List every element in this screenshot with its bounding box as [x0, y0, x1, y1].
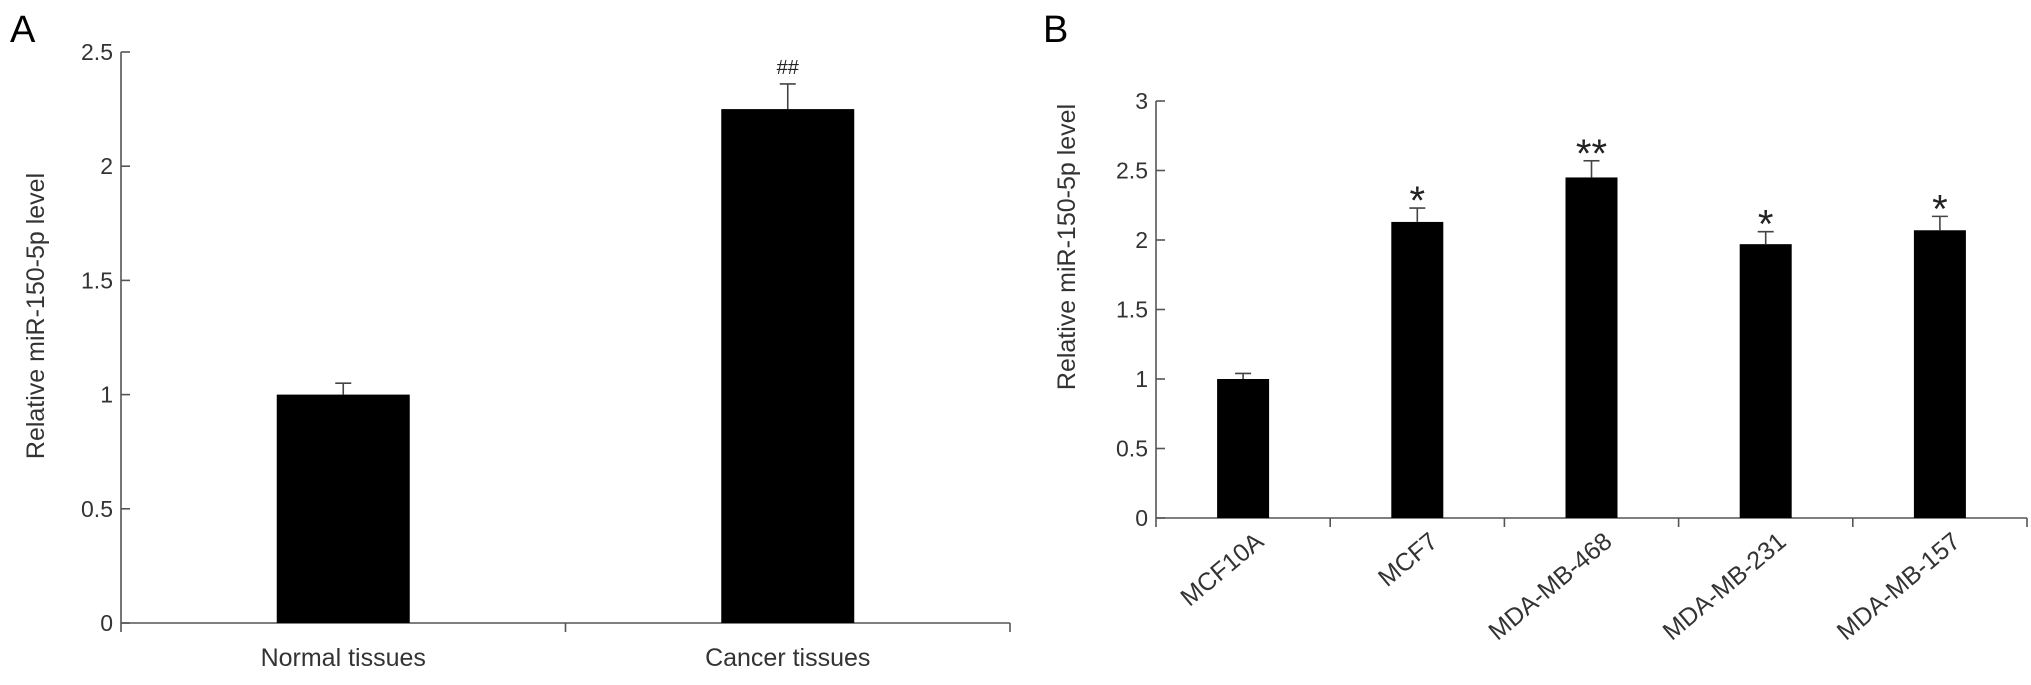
- panel-b-y-tick-label: 2.5: [1116, 158, 1148, 184]
- panel-b-y-tick-label: 3: [1135, 88, 1148, 114]
- panel-b-y-tick-label: 0.5: [1116, 436, 1148, 462]
- panel-a-bar: [276, 394, 410, 623]
- panel-b-y-axis-label: Relative miR-150-5p level: [1053, 104, 1081, 390]
- panel-b-category-label: MCF7: [1373, 527, 1443, 592]
- panel-b-chart: B Relative miR-150-5p level 0 0.5 1 1.5 2 2.5…: [1043, 9, 2028, 646]
- panel-b-bar: [1739, 244, 1792, 519]
- panel-b-y-tick-label: 0: [1135, 505, 1148, 531]
- panel-a-category-label: Cancer tissues: [705, 644, 870, 672]
- panel-b-category-label: MDA-MB-231: [1658, 527, 1792, 646]
- panel-b-bar: [1391, 221, 1444, 518]
- panel-a-significance-label: ##: [777, 57, 800, 79]
- panel-b-letter: B: [1043, 9, 1068, 51]
- panel-a-y-tick-label: 1.5: [81, 267, 113, 293]
- panel-b-y-tick-label: 1: [1135, 366, 1148, 392]
- panel-a-marks: Normal tissues ## Cancer tissues: [261, 57, 871, 672]
- panel-a-y-tick-label: 2: [100, 153, 113, 179]
- panel-b-bar: [1217, 379, 1270, 518]
- panel-b-category-label: MDA-MB-157: [1832, 527, 1966, 646]
- panel-b-category-label: MDA-MB-468: [1483, 527, 1617, 646]
- panel-a-axes: 0 0.5 1 1.5 2 2.5: [81, 39, 1011, 636]
- panel-a-y-tick-label: 0: [100, 610, 113, 636]
- panel-b-bar: [1565, 177, 1618, 518]
- panel-b-y-tick-label: 1.5: [1116, 297, 1148, 323]
- panel-b-category-label: MCF10A: [1175, 527, 1269, 612]
- panel-a-y-tick-label: 0.5: [81, 496, 113, 522]
- panel-a-letter: A: [10, 9, 36, 51]
- panel-b-significance-label: *: [1410, 179, 1426, 223]
- panel-b-y-tick-label: 2: [1135, 227, 1148, 253]
- panel-b-significance-label: **: [1576, 132, 1607, 176]
- panel-a-y-tick-label: 2.5: [81, 39, 113, 65]
- panel-b-marks: MCF10A * MCF7 ** MDA-MB-468 * MDA-MB-231 * MDA-M…: [1175, 132, 1966, 646]
- panel-a-bar: [721, 109, 855, 624]
- panel-a-y-axis-label: Relative miR-150-5p level: [22, 173, 50, 459]
- panel-a-category-label: Normal tissues: [261, 644, 426, 672]
- panel-a-chart: A Relative miR-150-5p level 0 0.5 1 1.5 2 2.5…: [10, 9, 1011, 672]
- panel-b-significance-label: *: [1758, 203, 1774, 247]
- panel-a-y-tick-label: 1: [100, 382, 113, 408]
- panel-b-significance-label: *: [1932, 187, 1948, 231]
- panel-b-bar: [1913, 230, 1966, 518]
